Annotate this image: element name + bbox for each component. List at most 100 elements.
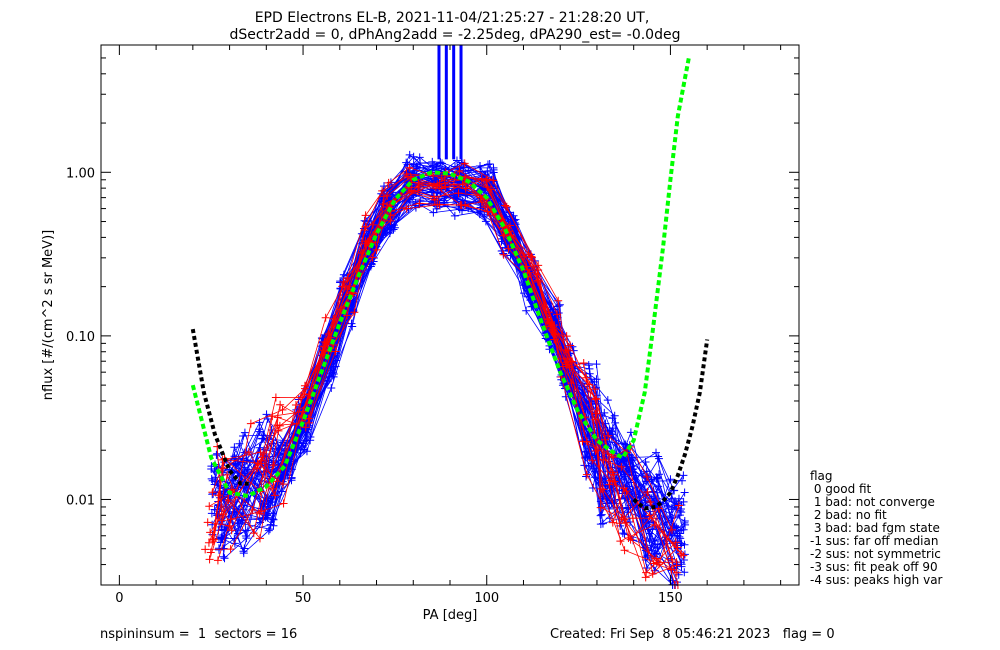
data-point-blue: [207, 465, 216, 474]
data-point-red: [454, 189, 463, 198]
x-axis-label: PA [deg]: [423, 608, 478, 623]
data-point-red: [477, 174, 486, 183]
data-point-blue: [475, 210, 484, 219]
data-point-blue: [620, 439, 629, 448]
data-point-blue: [641, 552, 650, 561]
data-point-blue: [483, 160, 492, 169]
data-point-red: [201, 545, 210, 554]
data-point-red: [206, 548, 215, 557]
data-point-red: [562, 332, 571, 341]
data-point-red: [591, 415, 600, 424]
data-point-blue: [610, 411, 619, 420]
data-point-red: [648, 569, 657, 578]
data-point-red: [321, 313, 330, 322]
x-tick-label: 50: [295, 591, 312, 606]
series-line-blue: [215, 194, 673, 555]
data-point-red: [544, 308, 553, 317]
data-point-blue: [405, 150, 414, 159]
data-point-red: [554, 296, 563, 305]
data-point-blue: [390, 223, 399, 232]
data-point-blue: [239, 431, 248, 440]
data-point-red: [379, 200, 388, 209]
data-point-red: [671, 538, 680, 547]
data-point-red: [246, 419, 255, 428]
data-point-blue: [677, 562, 686, 571]
chart-title-line1: EPD Electrons EL-B, 2021-11-04/21:25:27 …: [255, 10, 650, 26]
data-point-red: [588, 456, 597, 465]
data-point-red: [562, 358, 571, 367]
data-point-red: [525, 268, 534, 277]
data-point-red: [592, 394, 601, 403]
data-point-red: [331, 347, 340, 356]
data-point-red: [502, 202, 511, 211]
data-point-blue: [591, 467, 600, 476]
data-point-red: [642, 568, 651, 577]
data-point-red: [679, 551, 688, 560]
footer-left: nspininsum = 1 sectors = 16: [100, 627, 298, 642]
data-point-blue: [510, 216, 519, 225]
data-point-red: [208, 488, 217, 497]
data-point-blue: [234, 468, 243, 477]
data-point-blue: [415, 153, 424, 162]
data-point-red: [672, 558, 681, 567]
data-point-blue: [592, 360, 601, 369]
series-line-blue: [211, 188, 672, 505]
data-point-blue: [654, 454, 663, 463]
series-line-blue: [221, 171, 681, 538]
data-point-red: [278, 480, 287, 489]
data-point-blue: [235, 439, 244, 448]
data-point-red: [461, 201, 470, 210]
data-point-red: [213, 556, 222, 565]
data-point-red: [628, 514, 637, 523]
legend-item: -1 sus: far off median: [810, 534, 939, 548]
data-point-red: [476, 193, 485, 202]
data-point-red: [600, 435, 609, 444]
series-line-red: [209, 204, 682, 555]
data-point-red: [291, 400, 300, 409]
data-point-red: [273, 413, 282, 422]
series-line-red: [212, 178, 677, 564]
fit-curve-black: [190, 328, 252, 486]
data-point-blue: [265, 460, 274, 469]
data-point-blue: [230, 443, 239, 452]
data-point-blue: [264, 526, 273, 535]
data-point-red: [620, 484, 629, 493]
data-point-red: [343, 311, 352, 320]
data-point-red: [556, 354, 565, 363]
data-point-red: [487, 185, 496, 194]
series-line-blue: [224, 200, 678, 583]
data-point-red: [368, 253, 377, 262]
data-point-blue: [680, 488, 689, 497]
data-point-red: [379, 192, 388, 201]
data-point-red: [566, 341, 575, 350]
data-point-blue: [676, 541, 685, 550]
data-point-blue: [263, 511, 272, 520]
data-point-blue: [654, 452, 663, 461]
data-point-blue: [652, 448, 661, 457]
data-point-blue: [429, 208, 438, 217]
data-point-blue: [258, 434, 267, 443]
data-point-blue: [666, 475, 675, 484]
data-point-red: [626, 535, 635, 544]
legend-item: 1 bad: not converge: [810, 495, 935, 509]
data-point-blue: [653, 549, 662, 558]
data-point-red: [340, 283, 349, 292]
data-point-blue: [608, 430, 617, 439]
data-point-red: [249, 529, 258, 538]
data-point-blue: [207, 474, 216, 483]
axis-layer: 0 50 100 150 0.01 0.10 1.00: [66, 44, 799, 606]
data-point-red: [276, 400, 285, 409]
data-point-red: [255, 509, 264, 518]
legend-item: 2 bad: no fit: [810, 508, 887, 522]
data-point-red: [402, 204, 411, 213]
data-point-blue: [675, 532, 684, 541]
data-point-red: [524, 250, 533, 259]
y-tick-label: 0.10: [66, 330, 95, 345]
data-point-red: [301, 423, 310, 432]
data-point-red: [533, 270, 542, 279]
data-point-blue: [230, 452, 239, 461]
data-point-red: [415, 199, 424, 208]
data-point-blue: [679, 471, 688, 480]
x-tick-label: 150: [658, 591, 683, 606]
